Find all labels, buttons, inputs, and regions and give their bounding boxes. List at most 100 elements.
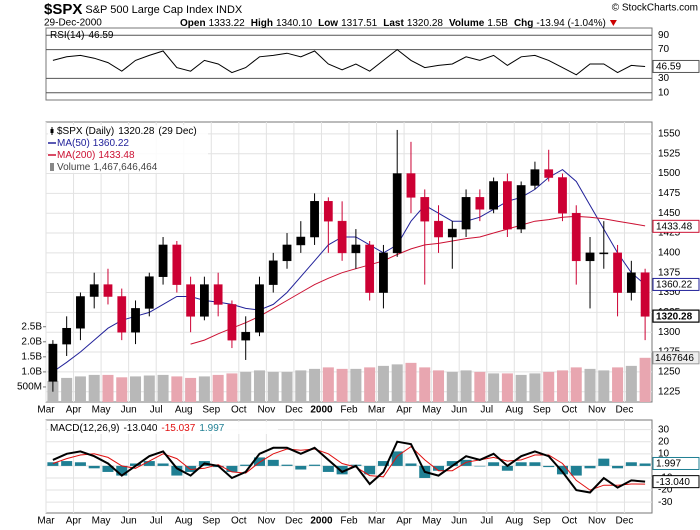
- y-tick-label: 1250: [658, 366, 681, 377]
- y-tick-label: -30: [658, 497, 673, 508]
- candle-body: [351, 244, 361, 254]
- value-box-label: 1.997: [656, 459, 681, 470]
- value-box: [652, 277, 700, 291]
- macd-legend-part: -13.040: [123, 423, 157, 434]
- header-quote-part: 1340.10: [276, 18, 313, 29]
- volume-tick-label: 2.5B: [21, 321, 42, 332]
- x-tick-label: Aug: [505, 516, 523, 527]
- header-quote-part: Chg: [514, 18, 533, 29]
- volume-bar: [488, 373, 500, 402]
- value-box-label: 1360.22: [656, 280, 693, 291]
- macd-line: [52, 440, 646, 494]
- volume-bar: [419, 367, 431, 402]
- volume-bar: [157, 374, 169, 402]
- candle-body: [268, 260, 278, 285]
- x-tick-label: Jun: [121, 516, 137, 527]
- volume-bar: [295, 370, 307, 402]
- value-box: [652, 456, 700, 470]
- header-date: 29-Dec-2000: [44, 18, 102, 29]
- histogram-bar: [598, 458, 610, 466]
- volume-bar: [474, 371, 486, 402]
- y-tick-label: 1350: [658, 287, 681, 298]
- volume-bar: [226, 373, 238, 402]
- x-tick-label: Apr: [66, 516, 82, 527]
- x-tick-label: Oct: [562, 405, 578, 416]
- volume-legend-part: Volume: [57, 162, 91, 173]
- volume-bar: [377, 365, 389, 402]
- y-tick-label: 20: [658, 436, 670, 447]
- volume-bar: [529, 373, 541, 402]
- y-tick-label: 1550: [658, 129, 681, 140]
- y-tick-label: 1225: [658, 386, 681, 397]
- y-tick-label: 1450: [658, 208, 681, 219]
- candle-body: [323, 201, 333, 222]
- x-tick-label: Aug: [505, 405, 523, 416]
- histogram-bar: [253, 457, 265, 466]
- histogram-bar: [267, 459, 279, 466]
- x-tick-label: Feb: [340, 405, 358, 416]
- volume-bar: [322, 367, 334, 402]
- volume-bar: [543, 371, 555, 402]
- histogram-bar: [336, 465, 348, 475]
- rsi-legend-part: 46.59: [88, 30, 113, 41]
- y-tick-label: 10: [658, 448, 670, 459]
- x-tick-label: Jun: [121, 405, 137, 416]
- y-tick-label: 1475: [658, 188, 681, 199]
- histogram-bar: [281, 464, 293, 466]
- histogram-bar: [364, 465, 376, 475]
- x-tick-label: Oct: [562, 516, 578, 527]
- price-legend: $SPX (Daily) 1320.28 (29 Dec): [57, 126, 197, 137]
- legend-icon: [50, 163, 54, 171]
- volume-bar: [364, 367, 376, 402]
- ma-legend-part: 1360.22: [93, 138, 130, 149]
- candle-body: [337, 220, 347, 254]
- volume-bar: [185, 377, 197, 402]
- histogram-bar: [295, 465, 307, 470]
- y-tick-label: 1425: [658, 228, 681, 239]
- histogram-bar: [570, 465, 582, 476]
- x-tick-label: Sep: [202, 405, 220, 416]
- x-tick-label: Jul: [480, 405, 493, 416]
- x-tick-label: Aug: [175, 405, 193, 416]
- candle-body: [626, 272, 636, 293]
- candle-body: [89, 284, 99, 297]
- value-box-label: 1433.48: [656, 221, 693, 232]
- x-tick-label: Oct: [231, 405, 247, 416]
- volume-bar: [612, 367, 624, 402]
- candle-body: [62, 327, 72, 345]
- moving-average: [190, 215, 646, 345]
- x-tick-label: May: [422, 405, 441, 416]
- histogram-bar: [377, 461, 389, 466]
- volume-bar: [446, 371, 458, 402]
- candle-body: [585, 252, 595, 262]
- x-tick-label: Nov: [588, 516, 606, 527]
- x-tick-label: Apr: [66, 405, 82, 416]
- x-tick-label: Dec: [616, 516, 634, 527]
- volume-bar: [130, 376, 142, 402]
- header-quote-part: Low: [318, 18, 338, 29]
- histogram-bar: [556, 465, 568, 475]
- ma-legend-part: 1433.48: [98, 150, 135, 161]
- x-tick-label: Apr: [396, 516, 412, 527]
- volume-bar: [391, 364, 403, 402]
- value-box-label: 1320.28: [656, 311, 693, 322]
- ma-legend-part: MA(200): [57, 150, 95, 161]
- volume-bar: [61, 377, 73, 402]
- candle-body: [558, 177, 567, 214]
- header-title-part: INDX: [216, 4, 243, 16]
- candle-body: [117, 296, 127, 333]
- rsi-legend: RSI(14) 46.59: [50, 30, 114, 41]
- y-tick-label: 30: [658, 424, 670, 435]
- value-box: [652, 219, 700, 233]
- header-quote-part: 1317.51: [341, 18, 378, 29]
- candle-body: [131, 308, 140, 333]
- volume-bar: [212, 374, 224, 402]
- volume-bar: [625, 365, 637, 402]
- histogram-bar: [88, 465, 100, 469]
- x-tick-label: Jul: [480, 516, 493, 527]
- volume-bar: [336, 368, 348, 402]
- volume-bar: [281, 371, 293, 402]
- x-tick-label: May: [92, 405, 111, 416]
- histogram-bar: [74, 462, 86, 466]
- x-tick-label: Sep: [533, 405, 551, 416]
